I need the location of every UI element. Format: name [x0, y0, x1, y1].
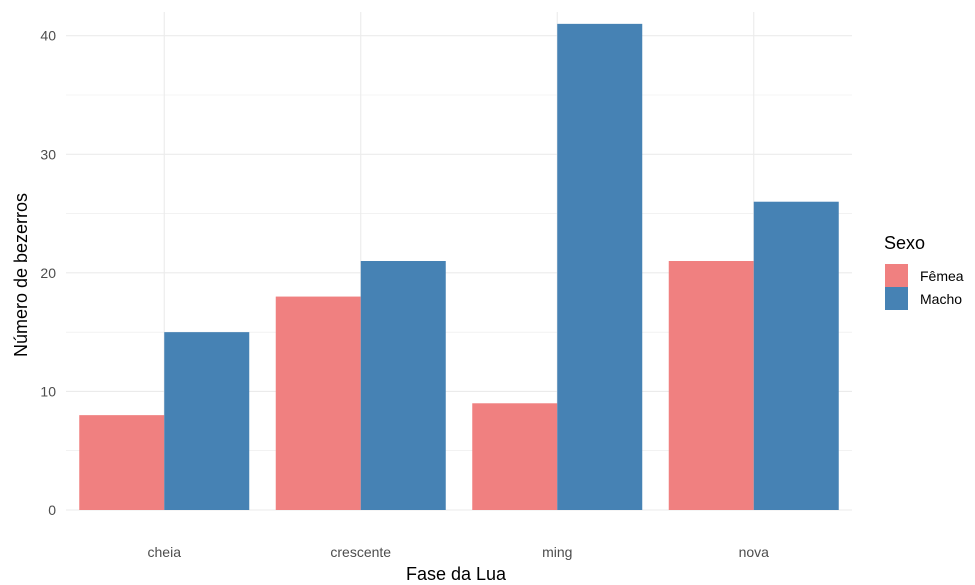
x-tick-label: nova	[739, 544, 770, 560]
y-axis-title: Número de bezerros	[11, 193, 31, 357]
y-tick-label: 30	[40, 146, 56, 162]
bars	[79, 23, 839, 510]
y-tick-label: 10	[40, 383, 56, 399]
x-tick-label: cheia	[148, 544, 182, 560]
bar-macho-ming	[557, 23, 643, 510]
y-tick-label: 0	[48, 502, 56, 518]
bar-femea-ming	[472, 403, 558, 510]
bar-femea-cheia	[79, 415, 165, 510]
y-tick-label: 20	[40, 265, 56, 281]
legend-key-femea	[885, 264, 908, 287]
bar-femea-crescente	[275, 296, 361, 510]
y-tick-label: 40	[40, 28, 56, 44]
legend-title: Sexo	[884, 233, 925, 253]
x-tick-label: crescente	[330, 544, 391, 560]
bar-macho-cheia	[164, 332, 250, 510]
bar-femea-nova	[668, 261, 754, 510]
x-axis-ticks: cheia crescente ming nova	[148, 544, 770, 560]
legend-items: Fêmea Macho	[885, 264, 964, 310]
bar-macho-crescente	[360, 261, 446, 510]
x-tick-label: ming	[542, 544, 572, 560]
legend-label-femea: Fêmea	[920, 268, 964, 284]
x-axis-title: Fase da Lua	[406, 564, 507, 584]
bar-macho-nova	[753, 201, 839, 510]
legend: Sexo Fêmea Macho	[884, 233, 964, 310]
legend-label-macho: Macho	[920, 291, 962, 307]
y-axis-ticks: 0 10 20 30 40	[40, 28, 56, 518]
legend-key-macho	[885, 287, 908, 310]
